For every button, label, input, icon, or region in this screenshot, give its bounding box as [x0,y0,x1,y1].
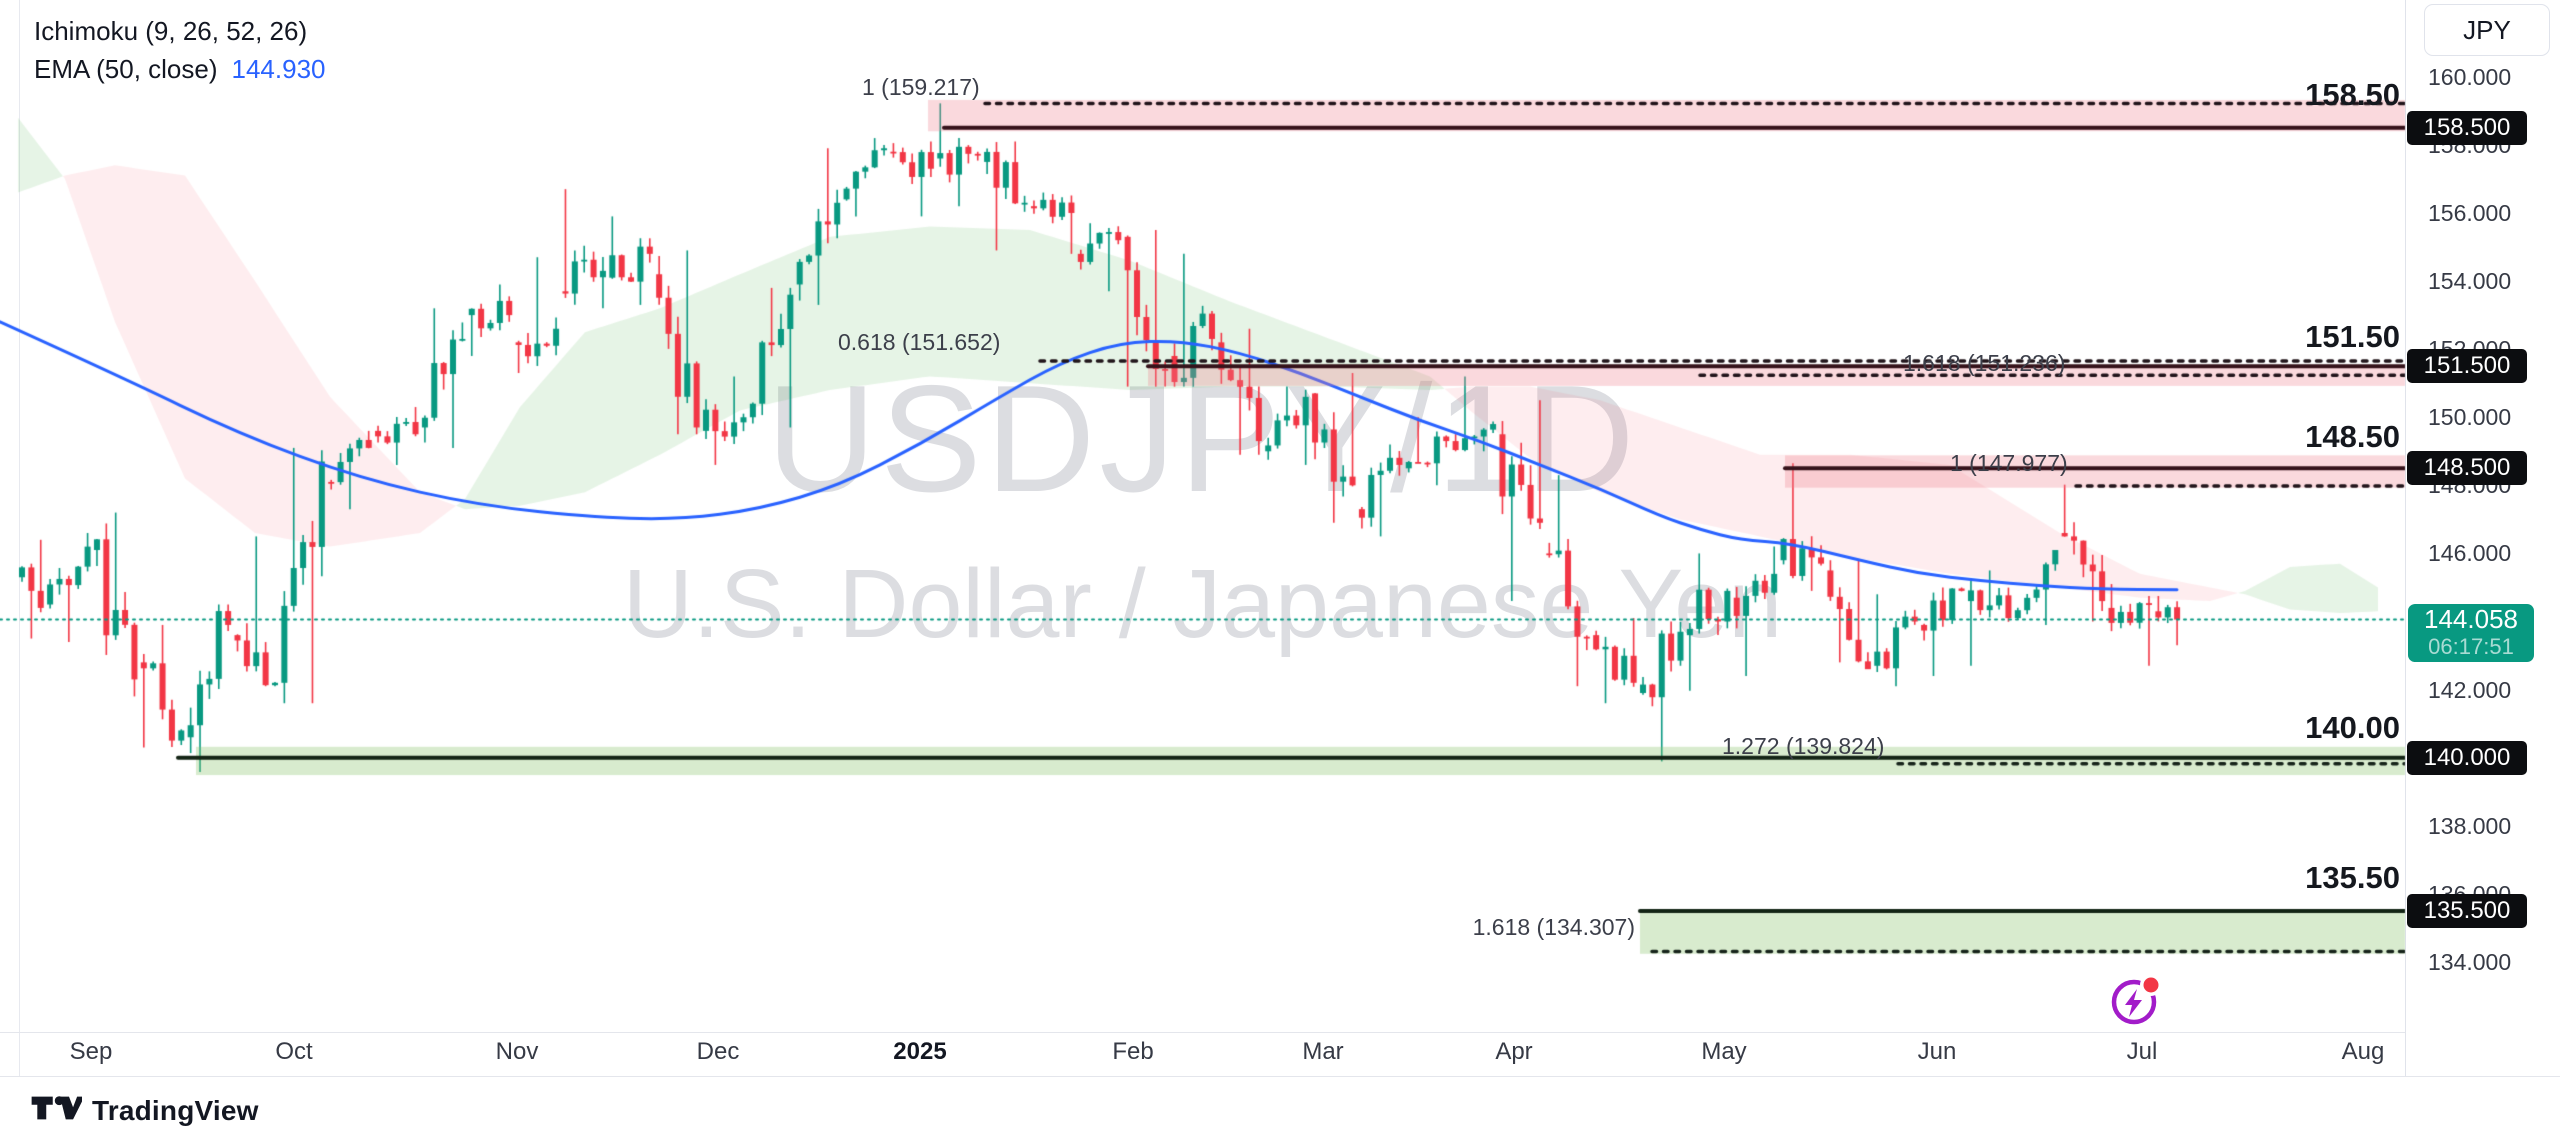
level-axis-label-158.500: 158.500 [2407,110,2527,145]
tradingview-logo-icon [30,1092,85,1129]
tradingview-logo-text: TradingView [92,1094,259,1126]
level-price-text-140.00: 140.00 [2305,710,2400,745]
time-tick-Mar: Mar [1302,1038,1344,1065]
fib-annotation-0.618-151.652-: 0.618 (151.652) [838,329,1001,355]
fib-annotation-1.618-134.307-: 1.618 (134.307) [1472,914,1635,940]
time-tick-May: May [1701,1038,1747,1065]
bar-countdown: 06:17:51 [2428,633,2514,659]
time-tick-Nov: Nov [495,1038,539,1065]
lightning-alert-icon[interactable] [2106,972,2164,1035]
last-price-label: 144.058 06:17:51 [2408,603,2534,662]
fib-annotation-1.272-139.824-: 1.272 (139.824) [1722,733,1885,759]
price-tick-142.000: 142.000 [2428,676,2512,703]
level-axis-label-140.000: 140.000 [2407,740,2527,775]
fib-annotation-1-147.977-: 1 (147.977) [1950,450,2068,476]
legend-ema[interactable]: EMA (50, close) 144.930 [34,50,326,88]
tradingview-logo[interactable]: TradingView [30,1092,259,1129]
fib-annotation-1-159.217-: 1 (159.217) [862,74,980,100]
time-tick-Feb: Feb [1112,1038,1154,1065]
ema-value: 144.930 [231,54,326,84]
time-tick-2025: 2025 [893,1038,947,1065]
currency-unit-button[interactable]: JPY [2424,4,2550,56]
time-tick-Aug: Aug [2341,1038,2385,1065]
price-tick-146.000: 146.000 [2428,540,2512,567]
level-axis-label-151.500: 151.500 [2407,349,2527,384]
level-axis-label-148.500: 148.500 [2407,451,2527,486]
level-price-text-135.50: 135.50 [2305,860,2400,895]
legend-ichimoku[interactable]: Ichimoku (9, 26, 52, 26) [34,12,326,50]
time-tick-Oct: Oct [275,1038,313,1065]
time-tick-Jul: Jul [2126,1038,2158,1065]
time-tick-Dec: Dec [696,1038,740,1065]
price-tick-156.000: 156.000 [2428,199,2512,226]
price-tick-138.000: 138.000 [2428,812,2512,839]
level-price-text-151.50: 151.50 [2305,319,2400,354]
price-tick-150.000: 150.000 [2428,404,2512,431]
indicator-legend: Ichimoku (9, 26, 52, 26) EMA (50, close)… [34,12,326,88]
time-tick-Sep: Sep [69,1038,113,1065]
ema-title: EMA (50, close) [34,54,218,84]
price-tick-134.000: 134.000 [2428,948,2512,975]
level-price-text-148.50: 148.50 [2305,419,2400,454]
ichimoku-title: Ichimoku (9, 26, 52, 26) [34,16,308,46]
last-price-value: 144.058 [2424,603,2518,634]
time-tick-Jun: Jun [1917,1038,1957,1065]
level-price-text-158.50: 158.50 [2305,77,2400,112]
level-axis-label-135.500: 135.500 [2407,893,2527,928]
price-tick-154.000: 154.000 [2428,268,2512,295]
price-tick-160.000: 160.000 [2428,63,2512,90]
fib-annotation-1.618-151.236-: 1.618 (151.236) [1903,350,2066,376]
time-tick-Apr: Apr [1495,1038,1533,1065]
currency-unit-label: JPY [2463,14,2511,45]
